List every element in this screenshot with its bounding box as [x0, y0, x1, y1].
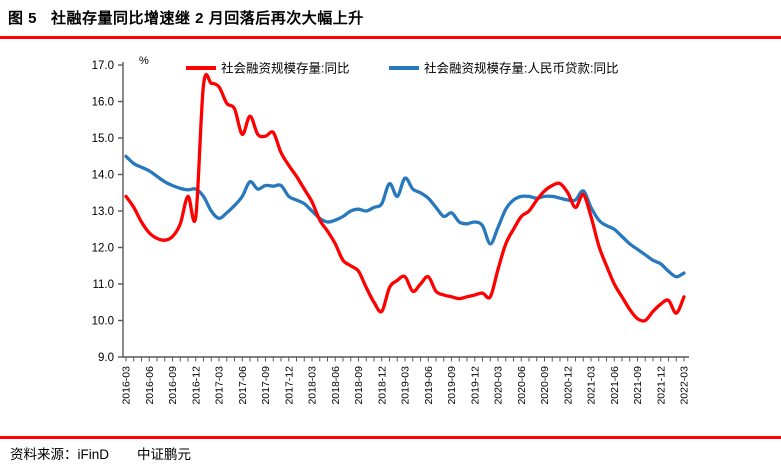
x-tick-label: 2018-06	[330, 366, 342, 405]
source-org: 中证鹏元	[137, 447, 192, 462]
y-tick-label: 16.0	[92, 97, 114, 109]
figure-title: 社融存量同比增速继 2 月回落后再次大幅上升	[51, 10, 364, 27]
x-tick-label: 2021-03	[586, 366, 598, 405]
x-tick-label: 2018-03	[307, 366, 319, 405]
source-row: 资料来源：iFinD 中证鹏元	[10, 443, 191, 463]
x-tick-label: 2020-03	[493, 366, 505, 405]
y-tick-label: 10.0	[92, 316, 114, 328]
x-tick-label: 2018-12	[376, 366, 388, 405]
y-tick-label: 9.0	[98, 352, 114, 364]
x-tick-label: 2016-12	[190, 366, 202, 405]
x-tick-label: 2017-06	[237, 366, 249, 405]
y-tick-label: 15.0	[92, 133, 114, 145]
source-label: 资料来源：iFinD	[10, 447, 110, 462]
figure-number-label: 图 5	[8, 10, 38, 27]
x-tick-label: 2017-03	[214, 366, 226, 405]
x-tick-label: 2020-09	[539, 366, 551, 405]
figure-title-row: 图 5 社融存量同比增速继 2 月回落后再次大幅上升	[8, 7, 364, 28]
top-divider-rule	[0, 36, 781, 39]
x-tick-label: 2020-12	[562, 366, 574, 405]
legend-label-1: 社会融资规模存量:人民币贷款:同比	[424, 61, 618, 76]
y-tick-label: 17.0	[92, 60, 114, 72]
x-tick-label: 2017-09	[260, 366, 272, 405]
x-tick-label: 2016-09	[167, 366, 179, 405]
y-tick-label: 11.0	[92, 279, 114, 291]
series-line-0	[124, 73, 686, 323]
legend-label-0: 社会融资规模存量:同比	[221, 61, 349, 76]
x-tick-label: 2021-06	[609, 366, 621, 405]
series-line-1	[124, 154, 686, 279]
x-tick-label: 2019-09	[446, 366, 458, 405]
x-tick-label: 2016-06	[144, 366, 156, 405]
y-tick-label: 12.0	[92, 243, 114, 255]
x-tick-label: 2016-03	[121, 366, 133, 405]
x-tick-label: 2021-09	[632, 366, 644, 405]
bottom-divider-rule	[0, 436, 781, 439]
x-tick-label: 2018-09	[353, 366, 365, 405]
x-tick-label: 2020-06	[516, 366, 528, 405]
x-tick-label: 2017-12	[283, 366, 295, 405]
x-tick-label: 2019-06	[423, 366, 435, 405]
x-tick-label: 2019-03	[400, 366, 412, 405]
y-unit-label: %	[139, 55, 149, 67]
y-tick-label: 13.0	[92, 206, 114, 218]
x-tick-label: 2019-12	[469, 366, 481, 405]
y-tick-label: 14.0	[92, 170, 114, 182]
x-tick-label: 2021-12	[655, 366, 667, 405]
x-tick-label: 2022-03	[679, 366, 691, 405]
